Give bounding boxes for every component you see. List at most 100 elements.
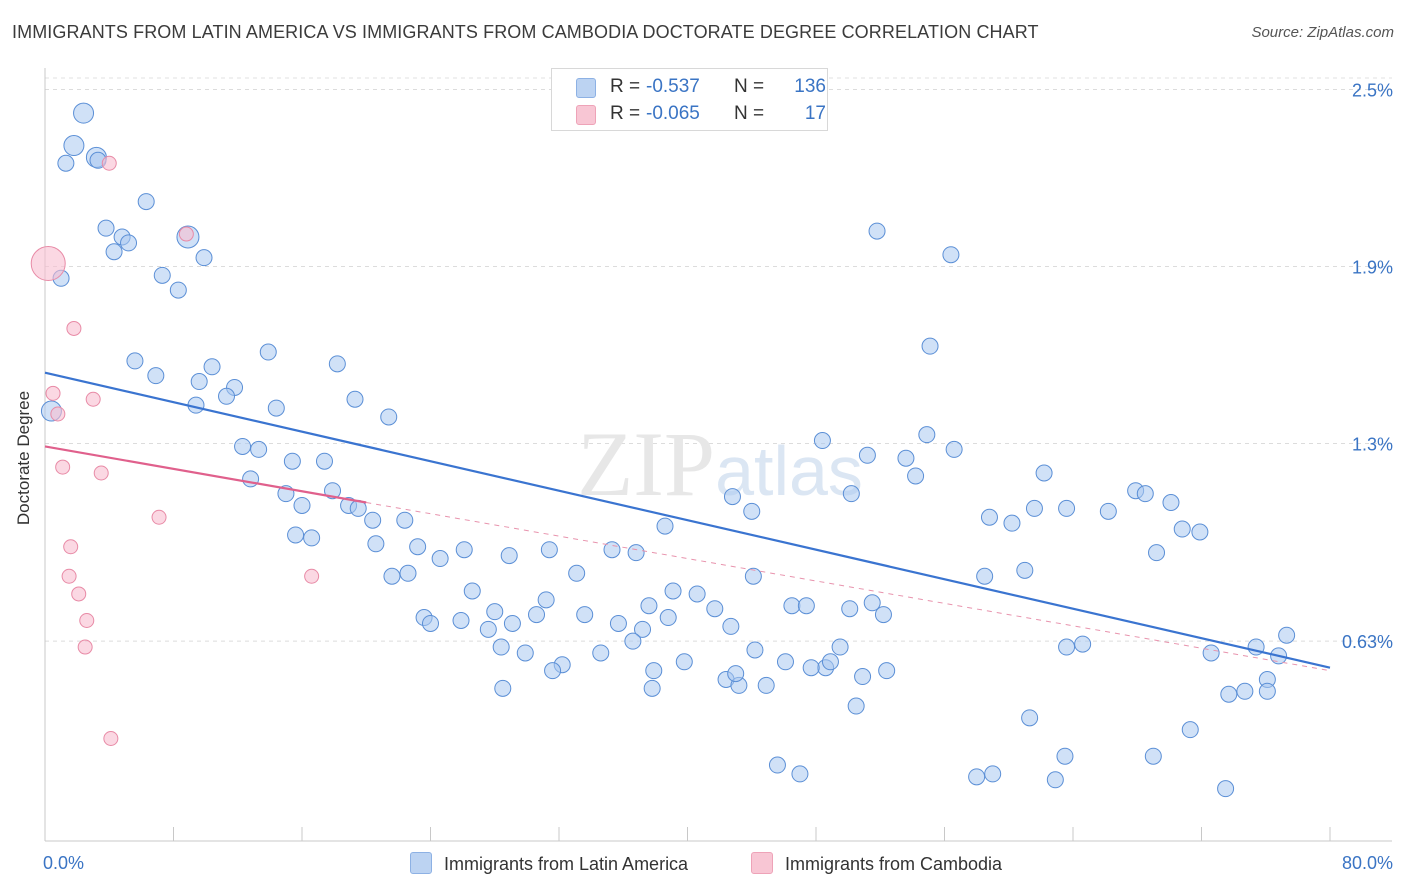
latin-america-point bbox=[153, 266, 171, 284]
latin-america-point bbox=[1058, 499, 1076, 517]
bottom-legend-label: Immigrants from Cambodia bbox=[785, 854, 1003, 874]
cambodia-point bbox=[45, 385, 61, 401]
latin-america-point bbox=[921, 337, 939, 355]
latin-america-point bbox=[455, 541, 473, 559]
latin-america-point bbox=[854, 668, 872, 686]
latin-america-point bbox=[627, 544, 645, 562]
latin-america-point bbox=[492, 638, 510, 656]
latin-america-point bbox=[367, 535, 385, 553]
latin-america-point bbox=[1148, 544, 1166, 562]
latin-america-point bbox=[1021, 709, 1039, 727]
latin-america-point bbox=[723, 488, 741, 506]
latin-america-point bbox=[664, 582, 682, 600]
latin-america-point bbox=[97, 219, 115, 237]
latin-america-point bbox=[1202, 644, 1220, 662]
latin-america-point bbox=[874, 606, 892, 624]
cambodia-point bbox=[304, 568, 320, 584]
y-axis-label: Doctorate Degree bbox=[14, 390, 33, 526]
latin-america-point bbox=[1181, 721, 1199, 739]
cambodia-point bbox=[93, 465, 109, 481]
cambodia-point bbox=[178, 226, 194, 242]
latin-america-point bbox=[984, 765, 1002, 783]
latin-america-point bbox=[283, 452, 301, 470]
latin-america-point bbox=[640, 597, 658, 615]
latin-america-point bbox=[743, 502, 761, 520]
latin-america-point bbox=[1191, 523, 1209, 541]
latin-america-point bbox=[380, 408, 398, 426]
latin-america-point bbox=[147, 367, 165, 385]
legend-swatch-latin-america bbox=[576, 78, 596, 98]
bottom-legend-latin-america: Immigrants from Latin America bbox=[410, 852, 688, 875]
latin-america-point bbox=[57, 154, 75, 172]
latin-america-point bbox=[1074, 635, 1092, 653]
latin-america-point bbox=[688, 585, 706, 603]
latin-america-point bbox=[757, 676, 775, 694]
cambodia-point bbox=[79, 613, 95, 628]
latin-america-point bbox=[486, 603, 504, 621]
latin-america-point bbox=[242, 470, 260, 488]
latin-america-point bbox=[847, 697, 865, 715]
latin-america-point bbox=[195, 249, 213, 267]
latin-america-point bbox=[746, 641, 764, 659]
latin-america-point bbox=[528, 606, 546, 624]
latin-america-point bbox=[303, 529, 321, 547]
trend-lines bbox=[44, 371, 1331, 672]
latin-america-point bbox=[500, 547, 518, 565]
latin-america-point bbox=[190, 373, 208, 391]
latin-america-point bbox=[1144, 747, 1162, 765]
legend-r-label: R = bbox=[610, 103, 641, 124]
latin-america-point bbox=[422, 614, 439, 632]
latin-america-point bbox=[722, 617, 740, 635]
latin-america-point bbox=[783, 597, 801, 615]
latin-america-point bbox=[250, 440, 268, 458]
latin-america-point bbox=[1162, 494, 1180, 511]
y-tick-labels: 0.63% 1.3% 1.9% 2.5% bbox=[1342, 81, 1393, 653]
latin-america-point bbox=[324, 482, 342, 500]
latin-america-point bbox=[643, 679, 661, 697]
legend-n-label: N = bbox=[734, 103, 765, 124]
latin-america-point bbox=[169, 281, 187, 299]
latin-america-point bbox=[1258, 682, 1276, 700]
cambodia-points bbox=[30, 155, 320, 746]
latin-america-point bbox=[592, 644, 610, 662]
latin-america-point bbox=[821, 653, 839, 671]
latin-america-point bbox=[624, 632, 642, 650]
y-tick-label: 2.5% bbox=[1352, 81, 1393, 101]
latin-america-point bbox=[1035, 464, 1053, 482]
latin-america-point bbox=[1220, 685, 1238, 703]
stats-legend: R = -0.537 N = 136 R = -0.065 N = 17 bbox=[551, 68, 828, 131]
latin-america-point bbox=[645, 662, 663, 680]
latin-america-point bbox=[1236, 682, 1254, 700]
cambodia-point bbox=[85, 391, 101, 407]
latin-america-point bbox=[1016, 561, 1034, 579]
latin-america-point bbox=[287, 526, 305, 544]
latin-america-point bbox=[813, 432, 831, 450]
axes bbox=[44, 68, 1392, 842]
latin-america-point bbox=[659, 609, 677, 627]
latin-america-point bbox=[1136, 485, 1154, 503]
cambodia-point bbox=[151, 509, 167, 525]
legend-r-label: R = bbox=[610, 76, 641, 97]
latin-america-point bbox=[968, 768, 986, 786]
latin-america-point bbox=[267, 399, 285, 417]
latin-america-point bbox=[831, 638, 849, 656]
latin-america-point bbox=[841, 600, 859, 618]
chart-title: IMMIGRANTS FROM LATIN AMERICA VS IMMIGRA… bbox=[12, 22, 1039, 42]
latin-america-point bbox=[1003, 514, 1021, 532]
latin-america-point bbox=[503, 614, 521, 632]
cambodia-point bbox=[61, 568, 77, 584]
latin-america-point bbox=[1278, 626, 1296, 644]
latin-america-point bbox=[1056, 747, 1074, 765]
cambodia-point bbox=[71, 586, 87, 602]
latin-america-point bbox=[105, 243, 123, 261]
x-tick-label: 0.0% bbox=[43, 853, 84, 873]
latin-america-point bbox=[315, 452, 333, 470]
latin-america-point bbox=[842, 485, 860, 503]
latin-america-point bbox=[452, 612, 470, 629]
latin-america-point bbox=[797, 597, 815, 615]
latin-america-point bbox=[540, 541, 558, 559]
latin-america-point bbox=[463, 582, 481, 600]
latin-america-point bbox=[126, 352, 144, 370]
latin-america-trend-line bbox=[44, 371, 1331, 669]
